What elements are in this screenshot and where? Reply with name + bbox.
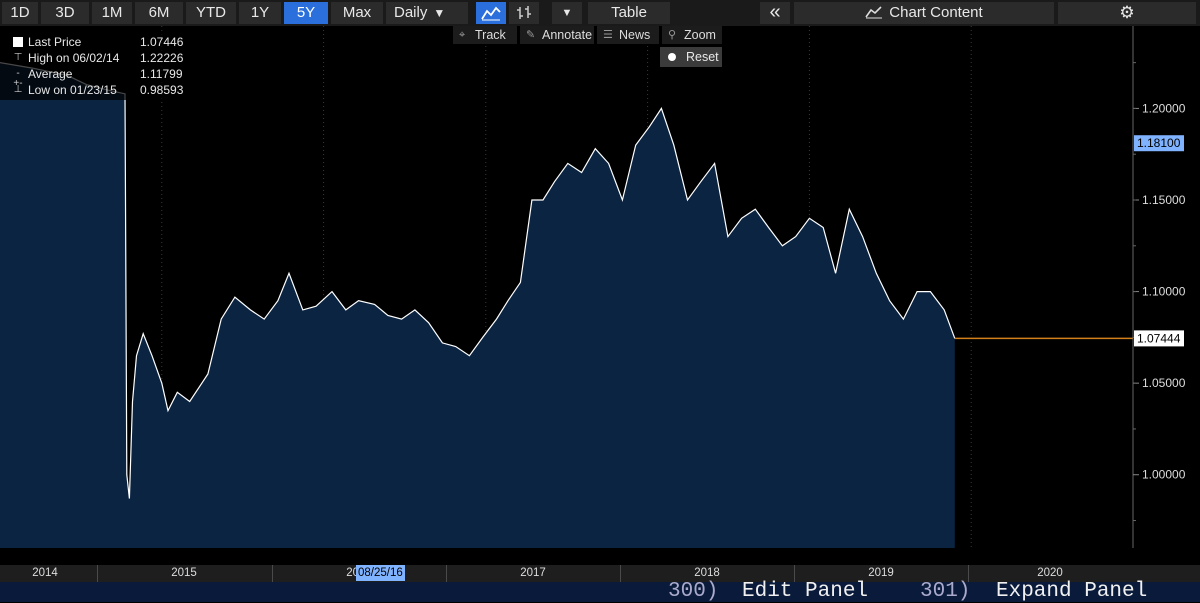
x-axis-tick [272, 565, 273, 582]
chart-content-button[interactable]: Chart Content [794, 2, 1054, 24]
edit-panel-button[interactable]: Edit Panel [742, 580, 869, 603]
toolbar: 1D 3D 1M 6M YTD 1Y 5Y Max Daily ▼ ▼ Table… [0, 0, 1200, 26]
x-axis: 2014 2015 2016 2017 2018 2019 2020 08/25… [0, 565, 1200, 582]
legend-last-price[interactable]: Last Price 1.07446 [0, 34, 186, 50]
price-tag-label: 1.07444 [1137, 331, 1181, 345]
x-axis-label-2019: 2019 [868, 567, 894, 579]
crosshair-date-tag: 08/25/16 [356, 565, 405, 581]
price-line [0, 62, 956, 499]
zoom-label: Zoom [684, 28, 716, 42]
chart-content-icon [865, 6, 883, 19]
range-button-1y[interactable]: 1Y [239, 2, 281, 24]
dropdown-arrow-icon: ▼ [561, 7, 573, 19]
dropdown-arrow-icon: ▼ [433, 6, 446, 20]
chart-type-dropdown[interactable]: ▼ [552, 2, 582, 24]
price-tags: 1.18100 1.07444 [1134, 135, 1184, 347]
annotate-button[interactable]: ✎ Annotate [520, 26, 594, 44]
frequency-dropdown[interactable]: Daily ▼ [386, 2, 468, 24]
y-axis-ticks: 1.00000 1.05000 1.10000 1.15000 1.20000 [1133, 62, 1186, 522]
price-chart[interactable]: 1.00000 1.05000 1.10000 1.15000 1.20000 1.18… [0, 26, 1200, 565]
legend: Last Price 1.07446 ⊤ High on 06/02/14 1.… [0, 31, 186, 100]
x-axis-label-2018: 2018 [694, 567, 720, 579]
range-button-max[interactable]: Max [331, 2, 383, 24]
bar-chart-button[interactable] [509, 2, 539, 24]
high-marker-icon: ⊤ [13, 52, 23, 63]
price-area-fill [0, 62, 955, 548]
x-axis-label-2014: 2014 [32, 567, 58, 579]
line-chart-button[interactable] [476, 2, 506, 24]
x-axis-label-2015: 2015 [171, 567, 197, 579]
frequency-label: Daily [394, 4, 428, 21]
y-axis-tick-label: 1.20000 [1142, 101, 1186, 115]
price-tag-box [1134, 135, 1184, 152]
range-button-1d[interactable]: 1D [2, 2, 38, 24]
low-marker-icon: ⊥ [13, 84, 23, 95]
reset-button[interactable]: Reset [660, 47, 722, 67]
range-button-6m[interactable]: 6M [135, 2, 183, 24]
range-button-5y[interactable]: 5Y [284, 2, 328, 24]
range-button-3d[interactable]: 3D [41, 2, 89, 24]
annotate-pen-icon: ✎ [526, 29, 536, 41]
range-button-ytd[interactable]: YTD [186, 2, 236, 24]
price-tag-label: 1.18100 [1137, 136, 1181, 150]
average-marker-icon: -+- [13, 68, 23, 89]
x-axis-label-2020: 2020 [1037, 567, 1063, 579]
legend-value: 1.07446 [140, 35, 184, 49]
last-price-swatch-icon [13, 37, 23, 47]
chart-content-label: Chart Content [889, 4, 983, 21]
legend-value: 0.98593 [140, 83, 184, 97]
legend-average[interactable]: -+- Average 1.11799 [0, 66, 186, 89]
x-axis-tick [620, 565, 621, 582]
legend-label: Low on 01/23/15 [28, 83, 117, 97]
collapse-chevrons-icon[interactable]: « [760, 2, 790, 24]
news-label: News [619, 28, 651, 42]
reset-label: Reset [686, 50, 719, 64]
legend-label: Last Price [28, 35, 82, 49]
y-axis-tick-label: 1.00000 [1142, 468, 1186, 482]
track-button[interactable]: ⌖ Track [453, 26, 517, 44]
x-axis-tick [446, 565, 447, 582]
line-chart-icon [481, 6, 501, 21]
table-button[interactable]: Table [588, 2, 670, 24]
legend-value: 1.22226 [140, 51, 184, 65]
range-button-1m[interactable]: 1M [92, 2, 132, 24]
expand-panel-number: 301) [920, 580, 971, 603]
legend-label: High on 06/02/14 [28, 51, 120, 65]
reset-dot-icon [668, 53, 676, 61]
legend-value: 1.11799 [140, 67, 183, 81]
footer-bar: 300) Edit Panel 301) Expand Panel [0, 580, 1200, 603]
zoom-button[interactable]: ⚲ Zoom [662, 26, 722, 44]
ohlc-bars-icon [517, 6, 531, 19]
legend-label: Average [28, 67, 73, 81]
price-tag-box [1134, 330, 1184, 347]
x-axis-tick [794, 565, 795, 582]
edit-panel-number: 300) [668, 580, 719, 603]
y-axis-tick-label: 1.10000 [1142, 285, 1186, 299]
crosshair-icon: ⌖ [459, 29, 466, 41]
x-axis-tick [97, 565, 98, 582]
x-axis-label-2017: 2017 [520, 567, 546, 579]
track-label: Track [475, 28, 506, 42]
zoom-magnifier-icon: ⚲ [668, 29, 677, 41]
settings-gear-icon[interactable]: ⚙ [1058, 2, 1196, 24]
legend-low[interactable]: ⊥ Low on 01/23/15 0.98593 [0, 82, 186, 98]
x-axis-tick [968, 565, 969, 582]
annotate-label: Annotate [542, 28, 593, 42]
news-list-icon: ☰ [603, 29, 613, 41]
y-axis-tick-label: 1.15000 [1142, 193, 1186, 207]
legend-high[interactable]: ⊤ High on 06/02/14 1.22226 [0, 50, 186, 66]
y-axis-tick-label: 1.05000 [1142, 376, 1186, 390]
news-button[interactable]: ☰ News [597, 26, 659, 44]
expand-panel-button[interactable]: Expand Panel [996, 580, 1148, 603]
